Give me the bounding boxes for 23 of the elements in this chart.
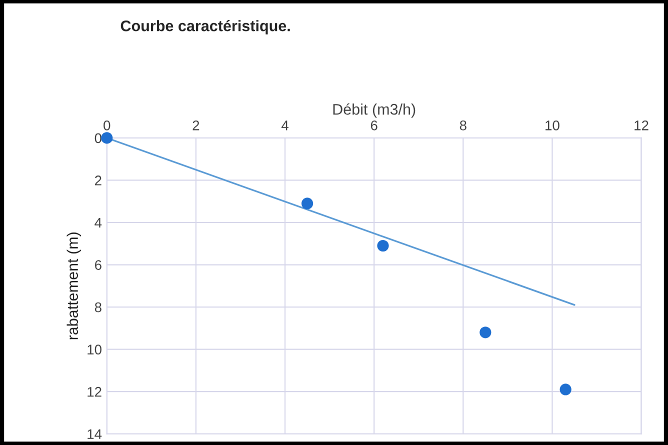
point <box>480 326 492 338</box>
x-axis-title: Débit (m3/h) <box>333 103 416 118</box>
y-tick-label: 2 <box>94 176 102 186</box>
x-tick-label: 8 <box>460 120 466 130</box>
point <box>377 240 389 252</box>
y-tick-label: 6 <box>95 260 102 270</box>
point <box>301 198 314 210</box>
y-tick-label: 14 <box>88 429 102 439</box>
chart-title: Courbe caractéristique. <box>120 20 290 34</box>
x-tick-label: 12 <box>634 120 648 130</box>
x-tick-label: 4 <box>281 120 288 130</box>
y-tick-label: 8 <box>94 302 102 312</box>
y-tick-label: 12 <box>88 386 102 397</box>
y-axis-title: rabattement (m) <box>66 232 82 340</box>
x-tick-label: 10 <box>546 120 560 130</box>
point <box>101 132 113 144</box>
x-tick-label: 0 <box>104 120 110 130</box>
x-tick-label: 6 <box>370 120 378 130</box>
x-tick-label: 2 <box>192 120 200 130</box>
point <box>560 384 572 396</box>
y-tick-label: 0 <box>94 133 102 144</box>
y-tick-label: 10 <box>88 344 102 354</box>
y-tick-label: 4 <box>94 218 102 228</box>
